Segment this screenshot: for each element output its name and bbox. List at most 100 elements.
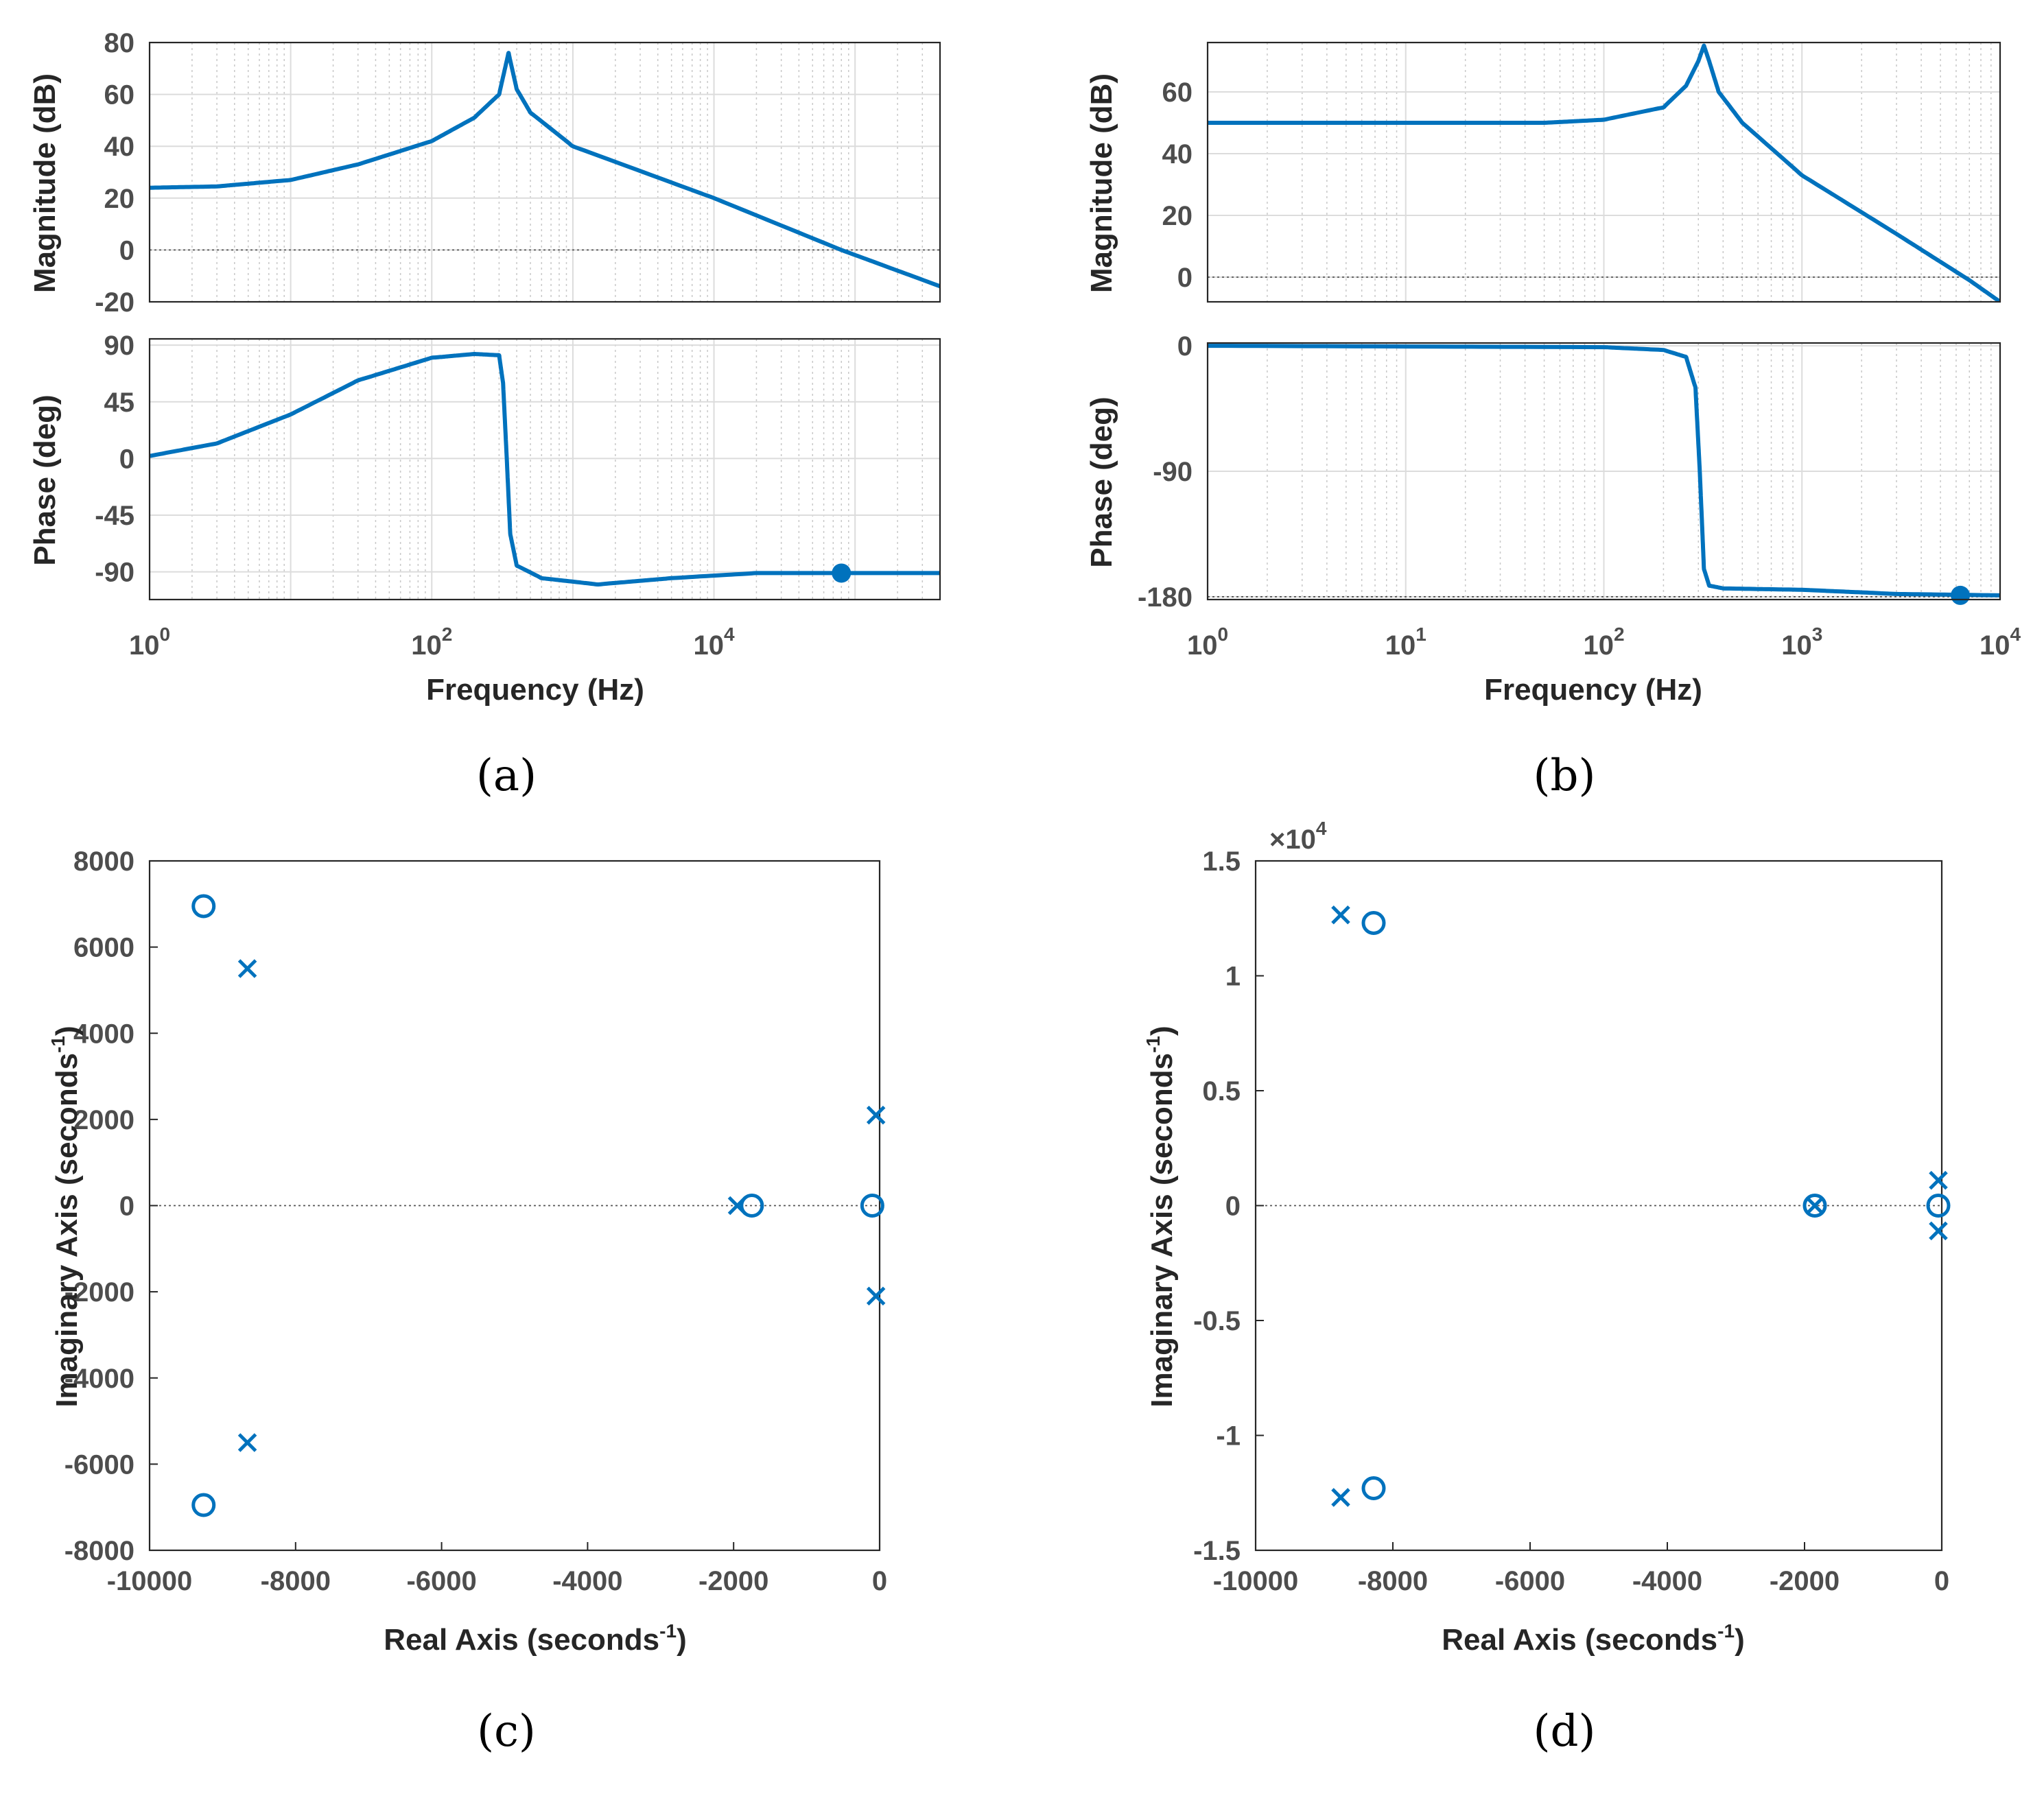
pzmap-d-ytick-label: -1 bbox=[1216, 1421, 1241, 1452]
bode-b-xlabel: Frequency (Hz) bbox=[1484, 673, 1702, 707]
pzmap-d-xtick-label: -6000 bbox=[1495, 1566, 1565, 1596]
pzmap-d-pole-marker bbox=[1929, 1170, 1948, 1190]
bode-a-xtick-exponent: 0 bbox=[159, 624, 170, 645]
pzmap-d-ytick-label: 0.5 bbox=[1202, 1076, 1241, 1106]
pzmap-c-zero-marker bbox=[740, 1194, 764, 1218]
pzmap-c-chart: -10000 -8000 -6000 -4000 -2000 0-8000-6000-40… bbox=[47, 846, 887, 1757]
pzmap-c-ylabel-suffix: ) bbox=[50, 1026, 84, 1036]
pzmap-d-pole-marker bbox=[1331, 1488, 1350, 1507]
bode-b-magnitude-ylabel: Magnitude (dB) bbox=[1085, 73, 1118, 293]
pzmap-d-pole-marker bbox=[1331, 905, 1350, 925]
pzmap-c-ytick-label: 2000 bbox=[73, 1105, 134, 1135]
pzmap-c-xlabel-suffix: ) bbox=[677, 1623, 687, 1657]
bode-a-xtick-exponent: 4 bbox=[724, 624, 735, 645]
pzmap-d-ytick-label: 1.5 bbox=[1202, 846, 1241, 877]
bode-b-xtick-exponent: 4 bbox=[2010, 624, 2021, 645]
pzmap-c-pole-marker bbox=[866, 1105, 886, 1125]
pzmap-d-ytick-label: -0.5 bbox=[1193, 1306, 1241, 1336]
bode-a-magnitude-ytick-label: 80 bbox=[104, 28, 135, 58]
bode-a-xlabel: Frequency (Hz) bbox=[426, 673, 644, 707]
bode-b-phase-ytick-label: 0 bbox=[1177, 331, 1193, 362]
bode-a-phase-ytick-label: 45 bbox=[104, 388, 135, 418]
pzmap-d-pole-stroke-b bbox=[1929, 1170, 1948, 1190]
pzmap-c-pole-marker bbox=[237, 959, 257, 978]
bode-b-phase-ytick-label: -90 bbox=[1153, 457, 1193, 487]
pzmap-c-xlabel: Real Axis (seconds-1) bbox=[384, 1620, 686, 1657]
pzmap-d-pole-stroke-b bbox=[1331, 905, 1350, 925]
pzmap-d-zero-marker bbox=[1802, 1194, 1827, 1218]
bode-b-phase-ylabel: Phase (deg) bbox=[1085, 396, 1118, 567]
pzmap-d-xtick-label: -2000 bbox=[1770, 1566, 1840, 1596]
bode-b-caption: (b) bbox=[1534, 750, 1596, 801]
bode-a-caption: (a) bbox=[476, 750, 537, 801]
pzmap-c-xtick-label: -4000 bbox=[552, 1566, 622, 1596]
bode-a-phase-ytick-label: -45 bbox=[95, 501, 134, 531]
bode-b-phase-axes: -180 -90 0 Phase (deg) bbox=[1085, 331, 2001, 613]
pzmap-c-caption: (c) bbox=[477, 1706, 536, 1757]
bode-a-magnitude-ytick-label: 60 bbox=[104, 80, 135, 110]
pzmap-c-pole-stroke-b bbox=[237, 959, 257, 978]
bode-a-magnitude-frame bbox=[148, 41, 941, 303]
bode-a-phase-ytick-label: 90 bbox=[104, 331, 135, 361]
pzmap-c-pole-marker bbox=[237, 1433, 257, 1452]
pzmap-c-pole-marker bbox=[866, 1286, 886, 1306]
pzmap-c-ylabel: Imaginary Axis (seconds-1) bbox=[47, 1026, 84, 1407]
bode-a-magnitude-ytick-label: 0 bbox=[119, 235, 134, 265]
pzmap-c-ytick-label: -2000 bbox=[64, 1277, 134, 1307]
bode-b-magnitude-ytick-label: 0 bbox=[1177, 263, 1193, 293]
bode-a-magnitude-ytick-label: 40 bbox=[104, 132, 135, 162]
pzmap-c-zero-marker bbox=[191, 1493, 216, 1517]
pzmap-d-ytick-label: -1.5 bbox=[1193, 1536, 1241, 1566]
pzmap-d-ylabel-superscript: -1 bbox=[1142, 1036, 1164, 1053]
bode-a-phase-ylabel: Phase (deg) bbox=[28, 394, 62, 565]
pzmap-d-xlabel: Real Axis (seconds-1) bbox=[1442, 1620, 1744, 1657]
pzmap-c-pole-stroke-b bbox=[866, 1105, 886, 1125]
bode-b-xtick-exponent: 2 bbox=[1614, 624, 1625, 645]
bode-b-phase-ytick-label: -180 bbox=[1138, 582, 1193, 613]
bode-a-xtick-exponent: 2 bbox=[442, 624, 453, 645]
pzmap-d-xtick-label: -4000 bbox=[1632, 1566, 1702, 1596]
bode-b-phase-marker bbox=[1951, 585, 1971, 605]
pzmap-c-xlabel-superscript: -1 bbox=[659, 1620, 677, 1642]
bode-b-magnitude-ytick-label: 40 bbox=[1162, 139, 1193, 169]
bode-b-phase-frame bbox=[1206, 342, 2001, 601]
pzmap-d-chart: -10000 -8000 -6000 -4000 -2000 0 -1.5 -1 -0.5 0 0.… bbox=[1142, 818, 1951, 1757]
bode-a-phase-axes: -90 -45 0 45 90 Phase (deg) bbox=[28, 331, 941, 601]
pzmap-d-ylabel-suffix: ) bbox=[1145, 1026, 1179, 1036]
pzmap-c-xtick-label: -2000 bbox=[698, 1566, 768, 1596]
pzmap-d-xtick-label: -8000 bbox=[1358, 1566, 1428, 1596]
pzmap-c-ytick-label: 6000 bbox=[73, 933, 134, 963]
pzmap-c-xtick-label: 0 bbox=[872, 1566, 887, 1596]
bode-b-phase-curve bbox=[1208, 344, 2000, 597]
pzmap-c-xtick-label: -8000 bbox=[261, 1566, 331, 1596]
pzmap-d-ytick-label: 1 bbox=[1225, 962, 1241, 992]
bode-b-magnitude-frame bbox=[1206, 41, 2001, 303]
pzmap-d-xlabel-suffix: ) bbox=[1735, 1623, 1745, 1657]
bode-b-xtick-exponent: 0 bbox=[1217, 624, 1228, 645]
bode-a-magnitude-curve bbox=[150, 51, 940, 289]
pzmap-c-ytick-label: 8000 bbox=[73, 846, 134, 877]
bode-a-magnitude-ylabel: Magnitude (dB) bbox=[28, 73, 62, 293]
bode-a-magnitude-ytick-label: 20 bbox=[104, 184, 135, 214]
pzmap-d-ylabel: Imaginary Axis (seconds-1) bbox=[1142, 1026, 1179, 1407]
bode-b-magnitude-axes: 0 20 40 60 Magnitude (dB) bbox=[1085, 41, 2001, 303]
pzmap-d-exponent-power: 4 bbox=[1316, 818, 1327, 839]
pzmap-d-pole-stroke-b bbox=[1805, 1196, 1824, 1216]
pzmap-c-zero-marker bbox=[860, 1194, 884, 1218]
pzmap-c-ytick-label: 0 bbox=[119, 1192, 134, 1222]
bode-b-xtick-exponent: 3 bbox=[1812, 624, 1823, 645]
bode-b-magnitude-ytick-label: 60 bbox=[1162, 78, 1193, 108]
pzmap-d-pole-marker bbox=[1805, 1196, 1824, 1216]
pzmap-d-zero-marker bbox=[1361, 1476, 1386, 1501]
bode-b-magnitude-curve bbox=[1208, 43, 2000, 302]
pzmap-d-pole-stroke-b bbox=[1331, 1488, 1350, 1507]
pzmap-d-xlabel-superscript: -1 bbox=[1717, 1620, 1735, 1642]
bode-b-magnitude-ytick-label: 20 bbox=[1162, 201, 1193, 231]
bode-a-phase-ytick-label: -90 bbox=[95, 558, 134, 588]
bode-a-phase-frame bbox=[148, 338, 941, 601]
pzmap-c-xtick-label: -10000 bbox=[107, 1566, 193, 1596]
